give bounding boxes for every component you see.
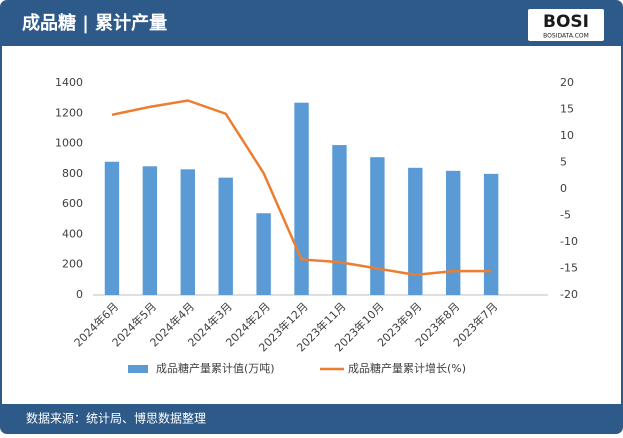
y2-tick-label: 20 [560, 76, 574, 89]
header-bar [1, 1, 622, 46]
legend-swatch [128, 365, 148, 373]
y2-tick-label: -20 [560, 288, 578, 301]
bar [294, 102, 309, 295]
y2-tick-label: -5 [560, 209, 571, 222]
y2-tick-label: 0 [560, 182, 567, 195]
bar [446, 170, 461, 295]
y2-tick-label: 15 [560, 103, 574, 116]
y-tick-label: 200 [62, 258, 83, 271]
bar [180, 169, 195, 295]
y-tick-label: 1200 [55, 106, 83, 119]
bar [218, 177, 233, 295]
header-title: 成品糖 | 累计产量 [22, 12, 167, 34]
y-tick-label: 400 [62, 227, 83, 240]
bar [332, 145, 347, 295]
bar [142, 166, 158, 295]
logo-box [528, 9, 604, 41]
footer-source: 数据来源：统计局、博思数据整理 [26, 411, 206, 426]
footer-bar [1, 404, 622, 433]
y-tick-label: 1000 [55, 137, 83, 150]
y-tick-label: 600 [62, 197, 83, 210]
y2-tick-label: 10 [560, 129, 574, 142]
bar [408, 167, 423, 295]
y2-tick-label: -10 [560, 235, 578, 248]
legend-label: 成品糖产量累计值(万吨) [156, 361, 275, 375]
legend-label: 成品糖产量累计增长(%) [348, 361, 466, 375]
bar [256, 213, 271, 295]
y2-tick-label: -15 [560, 262, 578, 275]
y-tick-label: 800 [62, 167, 83, 180]
y-tick-label: 1400 [55, 76, 83, 89]
logo-url: BOSIDATA.COM [543, 33, 589, 40]
line [111, 99, 492, 277]
y-tick-label: 0 [76, 288, 83, 301]
bar [104, 161, 120, 295]
y2-tick-label: 5 [560, 156, 567, 169]
bar [483, 173, 499, 295]
logo-name: BOSI [543, 12, 589, 32]
bar [370, 157, 385, 295]
